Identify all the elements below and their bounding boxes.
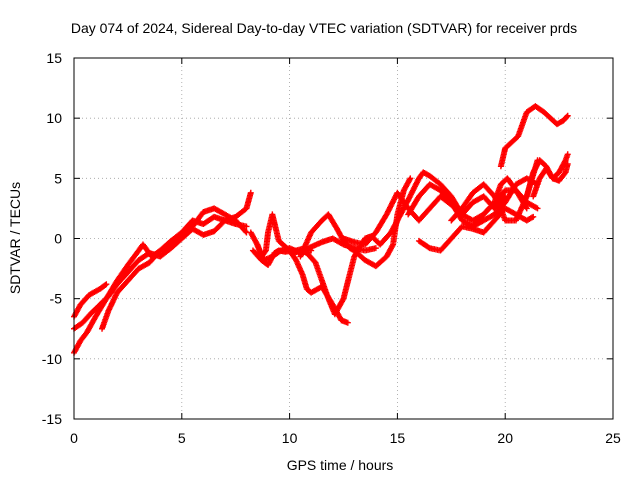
series-track-s xyxy=(530,160,571,200)
data-point xyxy=(344,319,351,326)
y-tick-label: -5 xyxy=(50,291,63,307)
y-tick-label: 15 xyxy=(46,50,62,66)
axis-ticks: 0 5 10 15 20 25 -15 -10 -5 0 5 10 15 xyxy=(42,50,621,446)
series-track-d xyxy=(99,205,250,332)
x-tick-label: 15 xyxy=(390,430,406,446)
y-tick-label: 10 xyxy=(46,110,62,126)
data-point xyxy=(262,248,269,255)
y-tick-label: 5 xyxy=(54,170,62,186)
data-point xyxy=(530,213,537,220)
data-point xyxy=(242,228,249,235)
data-point xyxy=(407,175,414,182)
y-axis-label: SDTVAR / TECUs xyxy=(7,182,23,294)
y-tick-label: -10 xyxy=(42,351,62,367)
y-tick-label: 0 xyxy=(54,231,62,247)
data-point xyxy=(563,113,570,120)
x-tick-label: 20 xyxy=(497,430,513,446)
x-tick-label: 10 xyxy=(282,430,298,446)
grid-lines xyxy=(74,58,613,419)
series-track-n xyxy=(415,205,537,254)
series-track-q xyxy=(497,103,571,170)
y-tick-label: -15 xyxy=(42,411,62,427)
data-point xyxy=(102,282,109,289)
data-point xyxy=(103,281,110,288)
data-point xyxy=(425,244,432,251)
data-point xyxy=(564,160,571,167)
data-point xyxy=(372,245,379,252)
x-tick-label: 0 xyxy=(70,430,78,446)
data-point xyxy=(528,214,535,221)
x-tick-label: 5 xyxy=(178,430,186,446)
series-track-p xyxy=(469,175,541,230)
data-point xyxy=(523,205,530,212)
data-point xyxy=(308,247,315,254)
chart-title: Day 074 of 2024, Sidereal Day-to-day VTE… xyxy=(71,20,577,36)
data-series xyxy=(71,103,571,356)
x-axis-label: GPS time / hours xyxy=(287,457,394,473)
data-point xyxy=(247,189,254,196)
series-track-a xyxy=(71,281,110,320)
data-point xyxy=(564,151,571,158)
x-tick-label: 25 xyxy=(605,430,621,446)
data-point xyxy=(564,112,571,119)
data-point xyxy=(534,205,541,212)
